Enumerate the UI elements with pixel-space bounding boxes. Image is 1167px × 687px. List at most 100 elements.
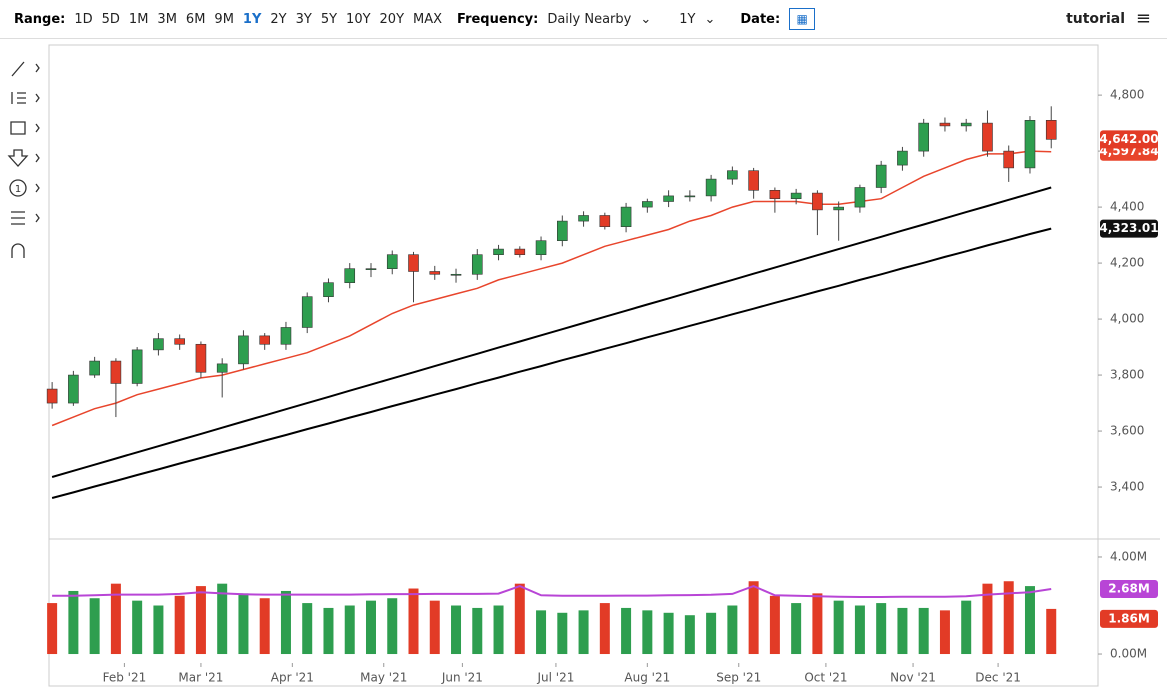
candle-body — [195, 343, 207, 373]
x-tick-label: Jul '21 — [536, 671, 574, 685]
tool-note-label: 1 — [15, 184, 21, 195]
volume-bar — [68, 590, 79, 655]
frequency-select[interactable]: Daily Nearby — [547, 11, 632, 27]
volume-bar — [769, 595, 780, 655]
volume-bar — [514, 583, 525, 655]
menu-button[interactable]: ≡ — [1135, 8, 1151, 29]
moving-average — [51, 227, 1052, 499]
volume-bar — [876, 603, 887, 655]
volume-bar — [1046, 608, 1057, 655]
range-button[interactable]: 1M — [128, 11, 149, 27]
candle-body — [727, 170, 738, 180]
tool-arrow[interactable] — [7, 149, 40, 167]
period-select[interactable]: 1Y — [679, 11, 696, 27]
volume-bar — [89, 598, 100, 655]
ranges: 1D 5D 1M 3M 6M 9M 1Y 2Y 3Y 5Y 10Y 20Y MAX — [65, 12, 442, 27]
volume-bar — [323, 607, 334, 655]
range-button[interactable]: MAX — [413, 11, 443, 27]
volume-bar — [472, 607, 483, 655]
volume-average — [52, 585, 1052, 598]
candle-body — [642, 201, 653, 208]
volume-bar — [684, 615, 695, 655]
volume-bar — [259, 598, 270, 655]
volume-bar — [897, 607, 908, 655]
range-button[interactable]: 10Y — [346, 11, 371, 27]
y-tick-label: 4,200 — [1110, 256, 1144, 270]
range-button[interactable]: 5Y — [320, 11, 338, 27]
range-button[interactable]: 1Y — [242, 11, 262, 27]
candle-body — [578, 215, 589, 222]
y-tick-label: 4,400 — [1110, 200, 1144, 214]
candle-body — [386, 254, 398, 269]
volume-bar — [939, 610, 950, 655]
price-badge-label: 4,642.00 — [1099, 132, 1158, 146]
moving-average — [51, 150, 1052, 427]
range-button[interactable]: 3M — [157, 11, 177, 27]
range-button[interactable]: 2Y — [270, 11, 287, 27]
x-tick-label: Apr '21 — [271, 671, 314, 685]
candle-body — [748, 170, 759, 191]
candle-body — [1024, 120, 1036, 169]
candle-body — [110, 360, 122, 384]
volume-bar — [918, 607, 929, 655]
range-button[interactable]: 9M — [214, 11, 234, 27]
tool-fib[interactable] — [11, 92, 40, 104]
volume-bar — [727, 605, 738, 655]
volume-bar — [408, 588, 419, 655]
candle-body — [939, 122, 951, 127]
tool-rect[interactable] — [10, 121, 40, 135]
tool-note[interactable] — [9, 179, 27, 197]
volume-bar — [536, 610, 547, 655]
tool-line[interactable] — [11, 61, 40, 77]
calendar-button[interactable]: ▦ — [789, 8, 816, 30]
candle-body — [982, 122, 993, 152]
range-button[interactable]: 20Y — [379, 11, 405, 27]
tool-magnet[interactable] — [11, 243, 25, 258]
range-button[interactable]: 3Y — [295, 11, 312, 27]
volume-bar — [663, 612, 674, 655]
vol-ma-badge — [1100, 580, 1158, 599]
vol-badge — [1100, 609, 1158, 628]
x-tick-label: Sep '21 — [716, 671, 761, 685]
drawing-tools — [7, 61, 40, 258]
candle-body — [259, 335, 271, 345]
range-button[interactable]: 5D — [101, 11, 120, 27]
vol-badge-label: 1.86M — [1108, 611, 1150, 625]
volume-bar — [621, 607, 632, 655]
x-tick-label: Dec '21 — [975, 671, 1021, 685]
candle-body — [1003, 150, 1015, 169]
volume-bar — [812, 593, 823, 655]
volume-bar — [365, 600, 376, 655]
range-button[interactable]: 1D — [74, 11, 93, 27]
volume-bar — [642, 610, 653, 655]
x-tick-label: Mar '21 — [178, 671, 223, 685]
plot-frame — [48, 44, 1099, 687]
candle-body — [450, 273, 462, 276]
volume-bar — [578, 610, 589, 655]
volume-bar — [748, 581, 759, 655]
dropdown-arrow: ⌄ — [640, 11, 652, 27]
volume-bar — [195, 586, 206, 655]
candle-body — [875, 164, 887, 188]
candle-body — [323, 282, 334, 297]
volume-bar — [429, 600, 440, 655]
volume-bar — [217, 583, 228, 655]
tutorial-link[interactable]: tutorial — [1066, 11, 1125, 27]
volume-bar — [599, 603, 610, 655]
candle-body — [535, 240, 547, 255]
dropdown-arrow: ⌄ — [704, 11, 716, 27]
volume-bar — [344, 605, 355, 655]
vol-ma-badge-label: 2.68M — [1108, 582, 1150, 596]
y-tick-label: 3,600 — [1110, 424, 1144, 438]
tool-pattern[interactable] — [11, 211, 40, 225]
range-button[interactable]: 6M — [185, 11, 206, 27]
volume-bar — [982, 583, 993, 655]
ma200-badge — [1100, 219, 1158, 238]
candle-body — [514, 248, 526, 255]
range-label: Range: — [14, 11, 66, 27]
candle-body — [89, 360, 100, 376]
candle-body — [68, 374, 79, 404]
volume-bar — [1024, 586, 1035, 655]
